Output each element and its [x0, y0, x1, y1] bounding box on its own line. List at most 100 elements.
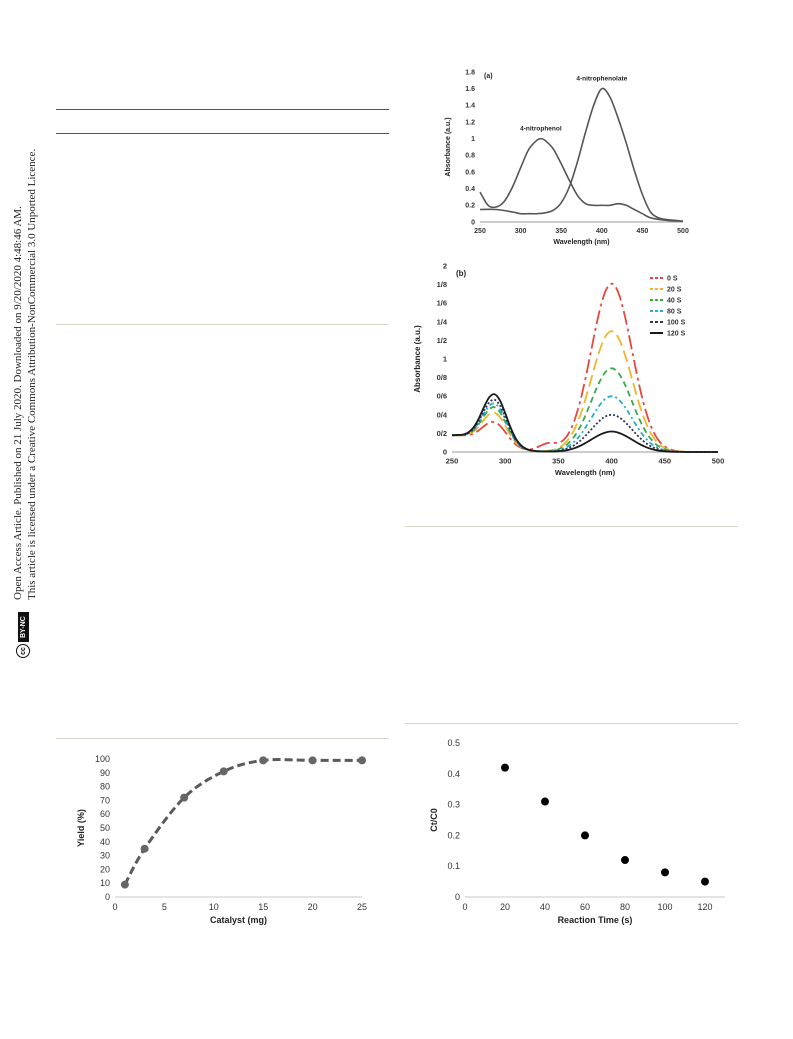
y-tick-label: 0.4 — [465, 186, 475, 193]
data-point — [701, 877, 709, 886]
y-tick-label: 0.6 — [465, 169, 475, 176]
series-line-20s — [452, 330, 718, 453]
license-label: BY-NC — [17, 612, 29, 642]
series-annotation-1: 4-nitrophenol — [520, 126, 562, 133]
section-rule-left-1 — [56, 324, 389, 325]
x-tick-label: 40 — [540, 902, 550, 912]
spectra-a-chart: 250 300 350 400 450 500 0 0.2 0.4 0.6 0.8 1 1.2 1.4 1.… — [445, 69, 689, 246]
x-tick-label: 0 — [462, 902, 467, 912]
legend-label: 20 S — [667, 287, 682, 294]
y-tick-label: 0.1 — [447, 861, 460, 871]
y-tick-label: 1 — [471, 136, 475, 143]
data-point — [140, 844, 149, 853]
data-point — [541, 797, 549, 806]
data-point — [358, 756, 366, 765]
y-tick-label: 1.2 — [465, 119, 475, 126]
y-tick-label: 60 — [100, 809, 110, 819]
data-point — [259, 756, 268, 765]
data-point — [501, 763, 509, 772]
y-tick-label: 0.2 — [447, 830, 460, 840]
legend-label: 120 S — [667, 331, 686, 338]
data-point — [120, 880, 129, 889]
y-tick-label: 30 — [100, 851, 110, 861]
y-tick-label: 0/6 — [437, 392, 447, 401]
x-tick-label: 500 — [712, 457, 725, 466]
yield-line — [123, 758, 362, 886]
sidebar-line-1: Open Access Article. Published on 21 Jul… — [12, 206, 24, 600]
x-tick-label: 450 — [637, 228, 649, 235]
section-rule-right-1 — [405, 526, 738, 527]
x-tick-label: 350 — [552, 457, 565, 466]
x-tick-label: 250 — [474, 228, 486, 235]
data-point — [180, 793, 189, 802]
x-tick-label: 15 — [258, 902, 268, 912]
legend-label: 0 S — [667, 276, 678, 283]
kinetics-chart: 0 20 40 60 80 100 120 0 0.1 0.2 0.3 0.4 0.5 Reaction … — [429, 738, 725, 925]
legend-label: 80 S — [667, 309, 682, 316]
legend-label: 100 S — [667, 320, 686, 327]
y-tick-label: 0.2 — [465, 203, 475, 210]
y-tick-label: 1/8 — [437, 280, 447, 289]
y-tick-label: 80 — [100, 782, 110, 792]
y-tick-label: 1 — [443, 355, 447, 364]
y-tick-label: 0/4 — [437, 410, 448, 419]
x-tick-label: 300 — [499, 457, 512, 466]
data-point — [219, 767, 228, 776]
x-tick-label: 10 — [209, 902, 219, 912]
panel-label: (b) — [456, 269, 467, 278]
y-tick-label: 1/6 — [437, 299, 447, 308]
y-tick-label: 0.4 — [447, 769, 460, 779]
x-tick-label: 100 — [657, 902, 672, 912]
x-axis-title: Wavelength (nm) — [555, 468, 616, 477]
y-axis-title: Absorbance (a.u.) — [413, 325, 422, 393]
spectra-b-chart: 250 300 350 400 450 500 0 0/2 0/4 0/6 0/8 1 1/2 1/4 1/… — [413, 262, 725, 478]
y-tick-label: 1.8 — [465, 69, 475, 76]
table-header-rule — [56, 133, 389, 134]
y-tick-label: 1.6 — [465, 86, 475, 93]
cc-icon: cc — [16, 644, 30, 658]
y-tick-label: 0.5 — [447, 738, 460, 748]
series-line-2 — [479, 87, 684, 222]
x-axis-title: Reaction Time (s) — [558, 915, 633, 925]
y-tick-label: 50 — [100, 823, 110, 833]
series-annotation-2: 4-nitrophenolate — [576, 76, 627, 83]
y-tick-label: 90 — [100, 768, 110, 778]
x-tick-label: 80 — [620, 902, 630, 912]
x-tick-label: 0 — [112, 902, 117, 912]
x-axis-title: Wavelength (nm) — [553, 239, 609, 246]
y-tick-label: 1/2 — [437, 336, 447, 345]
data-point — [581, 831, 589, 840]
x-tick-label: 500 — [677, 228, 689, 235]
x-tick-label: 350 — [555, 228, 567, 235]
y-tick-label: 0.8 — [465, 153, 475, 160]
data-point — [621, 856, 629, 865]
y-tick-label: 0 — [105, 892, 110, 902]
data-point — [308, 756, 317, 765]
x-tick-label: 250 — [446, 457, 459, 466]
y-axis-title: Absorbance (a.u.) — [445, 117, 452, 176]
y-tick-label: 2 — [443, 262, 447, 271]
y-tick-label: 0/8 — [437, 373, 447, 382]
series-line-120s — [451, 393, 718, 453]
series-line-40s — [452, 367, 718, 453]
series-line-1 — [479, 137, 684, 222]
y-tick-label: 100 — [95, 754, 110, 764]
license-badge[interactable]: cc BY-NC — [16, 612, 30, 658]
y-axis-title: Yield (%) — [76, 809, 86, 847]
y-tick-label: 0/2 — [437, 429, 447, 438]
x-tick-label: 450 — [659, 457, 672, 466]
panel-label: (a) — [484, 73, 493, 80]
y-tick-label: 70 — [100, 795, 110, 805]
sidebar-line-2: This article is licensed under a Creativ… — [26, 148, 38, 600]
y-axis-title: Ct/C0 — [429, 808, 439, 832]
y-tick-label: 1/4 — [437, 317, 448, 326]
y-tick-label: 0 — [443, 448, 447, 457]
x-tick-label: 400 — [605, 457, 618, 466]
x-tick-label: 120 — [697, 902, 712, 912]
y-tick-label: 20 — [100, 864, 110, 874]
x-axis-title: Catalyst (mg) — [210, 915, 267, 925]
y-tick-label: 1.4 — [465, 103, 475, 110]
x-tick-label: 5 — [162, 902, 167, 912]
y-tick-label: 10 — [100, 878, 110, 888]
y-tick-label: 40 — [100, 837, 110, 847]
